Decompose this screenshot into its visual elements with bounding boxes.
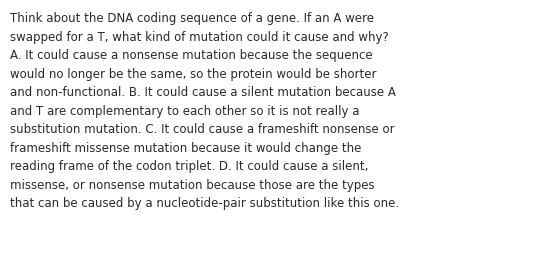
Text: Think about the DNA coding sequence of a gene. If an A were
swapped for a T, wha: Think about the DNA coding sequence of a… [10,12,399,210]
